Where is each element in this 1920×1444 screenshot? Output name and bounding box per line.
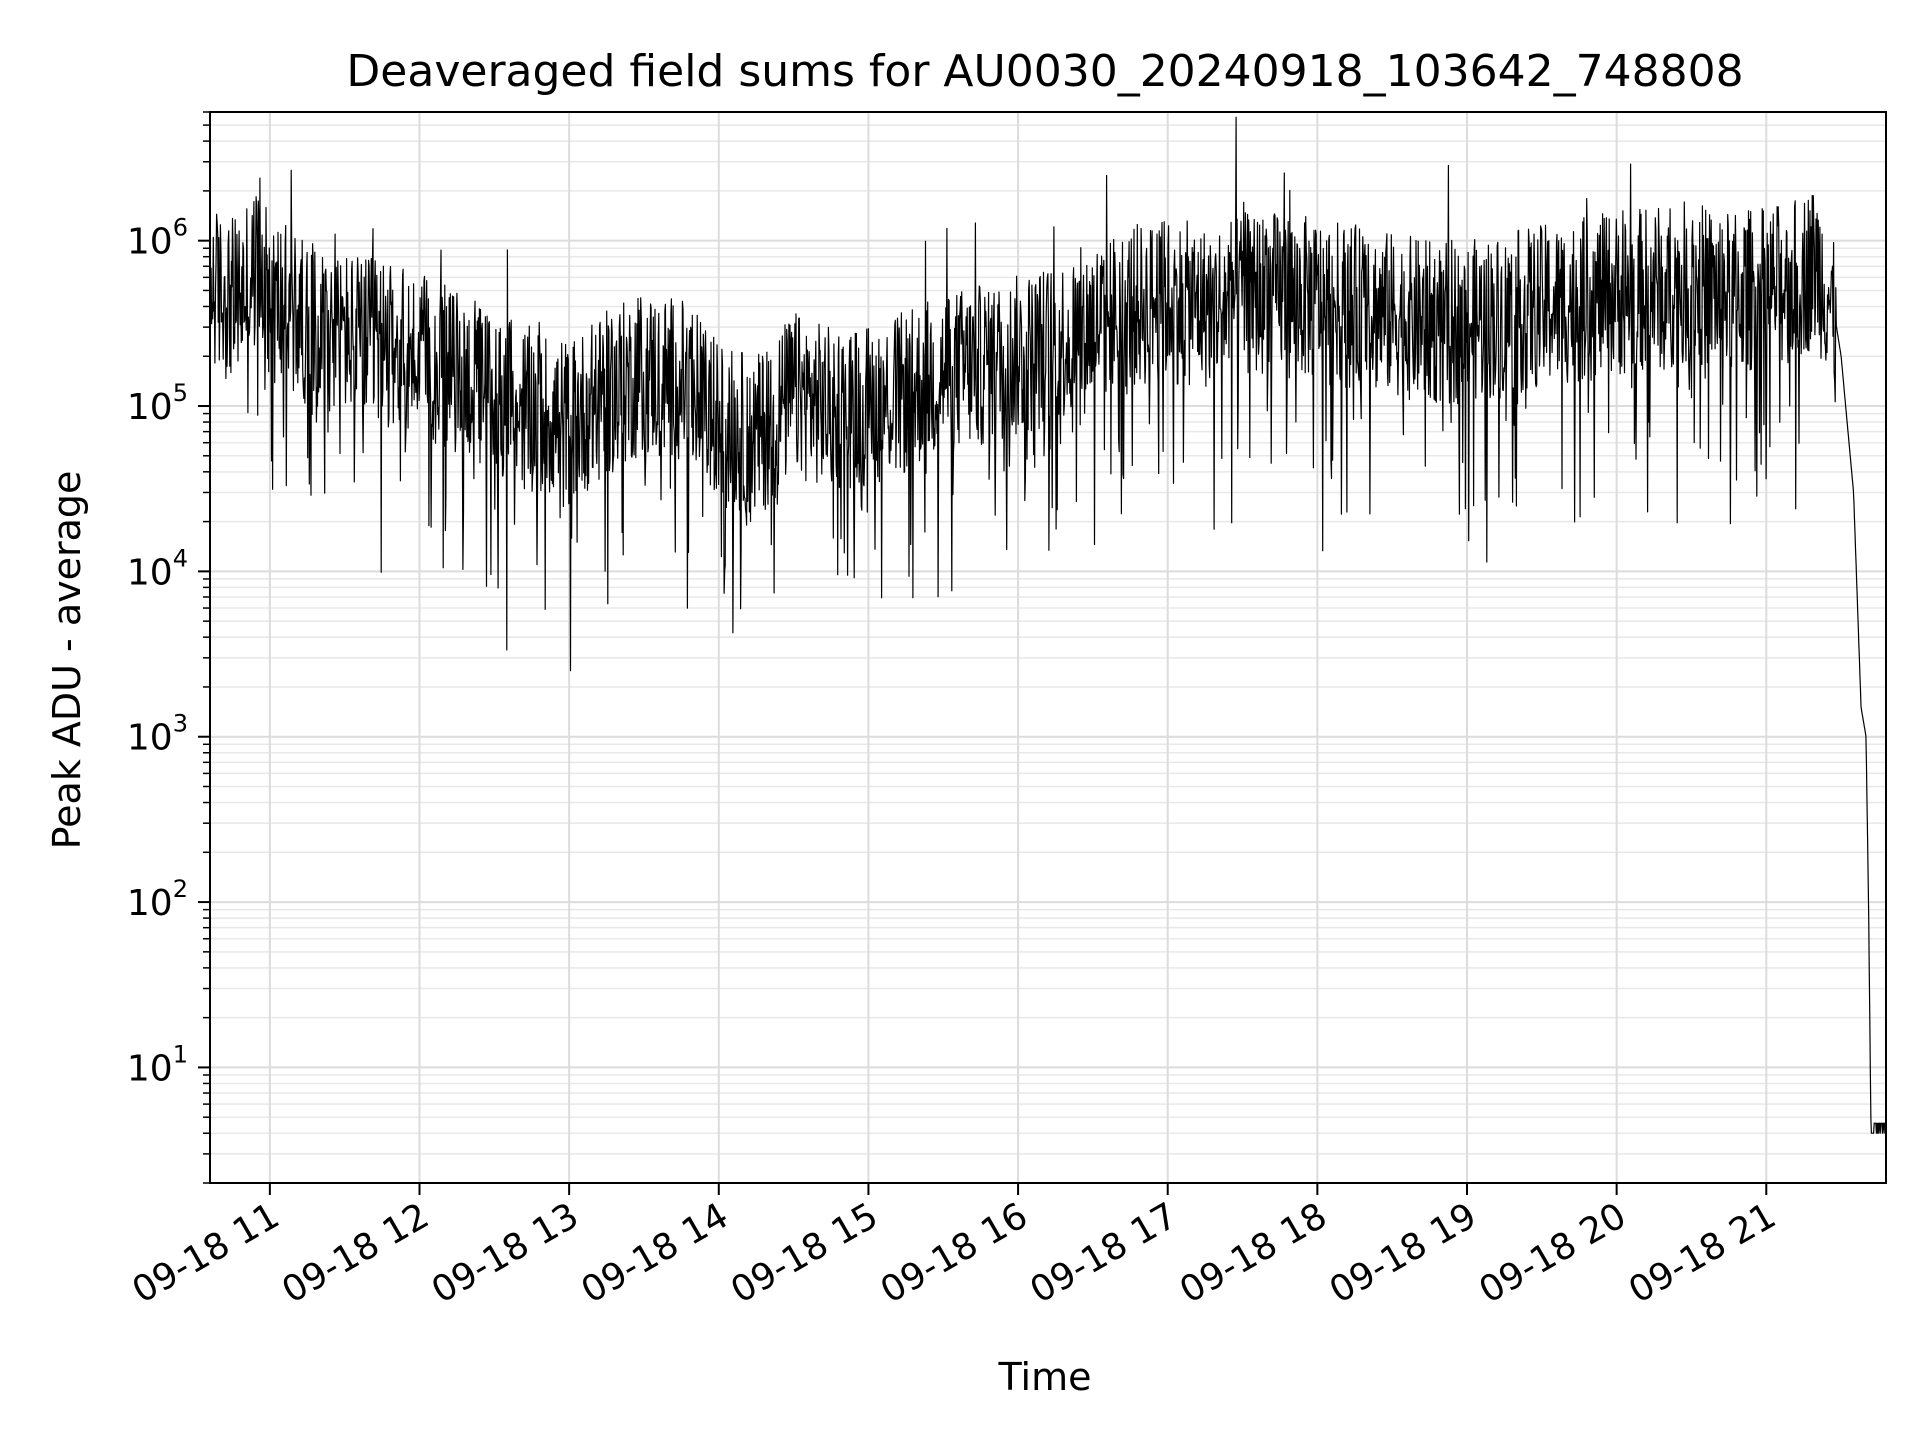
y-tick-label: 103 xyxy=(127,710,188,759)
x-axis-label: Time xyxy=(998,1355,1092,1399)
y-tick-label: 105 xyxy=(127,379,188,428)
series xyxy=(209,116,1886,1134)
y-tick-label: 104 xyxy=(127,544,188,593)
y-tick-label: 106 xyxy=(127,214,188,263)
y-tick-label: 101 xyxy=(127,1040,188,1089)
plot-frame xyxy=(209,111,1887,1184)
y-axis-label: Peak ADU - average xyxy=(45,471,89,850)
series-line xyxy=(209,116,1886,1134)
y-tick-label: 102 xyxy=(127,875,188,924)
chart-title: Deaveraged field sums for AU0030_2024091… xyxy=(346,46,1743,97)
